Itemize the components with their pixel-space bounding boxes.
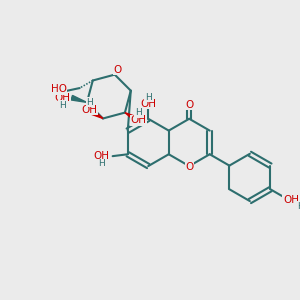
Polygon shape	[90, 110, 103, 118]
Text: OH: OH	[130, 115, 146, 125]
Text: O: O	[185, 162, 193, 172]
Polygon shape	[125, 112, 138, 121]
Text: H: H	[135, 108, 142, 117]
Text: O: O	[185, 100, 193, 110]
Text: H: H	[59, 101, 66, 110]
Polygon shape	[71, 95, 87, 102]
Text: H: H	[297, 202, 300, 211]
Text: OH: OH	[54, 93, 70, 103]
Text: H: H	[98, 159, 105, 168]
Text: OH: OH	[283, 195, 299, 205]
Text: OH: OH	[140, 99, 156, 109]
Text: OH: OH	[93, 151, 109, 161]
Text: O: O	[113, 65, 122, 75]
Text: H: H	[86, 98, 93, 107]
Text: OH: OH	[82, 105, 98, 115]
Text: HO: HO	[51, 84, 67, 94]
Text: H: H	[145, 92, 152, 101]
